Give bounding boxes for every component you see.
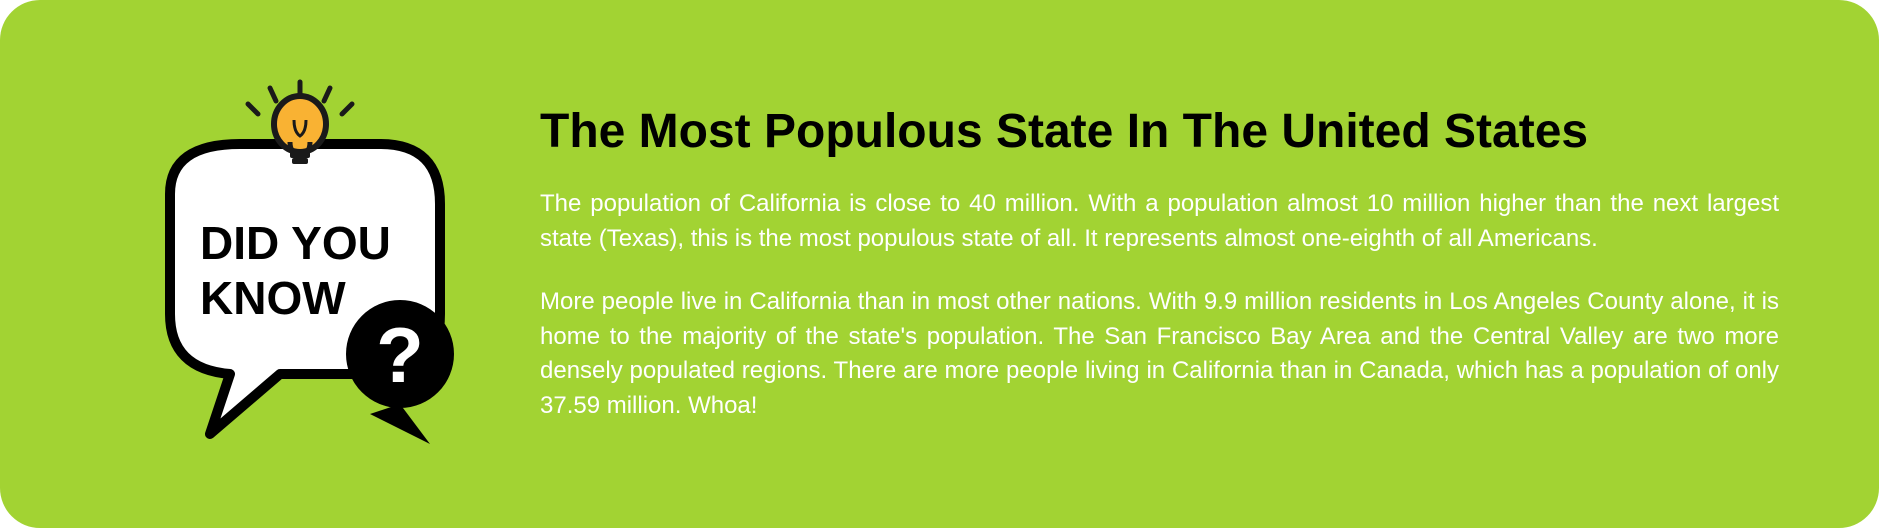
card-title: The Most Populous State In The United St… (540, 104, 1779, 159)
svg-text:DID YOU: DID YOU (200, 217, 391, 269)
paragraph-2: More people live in California than in m… (540, 285, 1779, 424)
paragraph-1: The population of California is close to… (540, 187, 1779, 257)
content-area: The Most Populous State In The United St… (540, 104, 1819, 424)
info-card: DID YOU KNOW ? The Most Populous State I… (0, 0, 1879, 528)
svg-text:?: ? (376, 311, 424, 399)
speech-bubble-icon: DID YOU KNOW ? (100, 74, 480, 454)
did-you-know-graphic: DID YOU KNOW ? (100, 74, 480, 454)
card-body: The population of California is close to… (540, 187, 1779, 424)
svg-text:KNOW: KNOW (200, 272, 346, 324)
